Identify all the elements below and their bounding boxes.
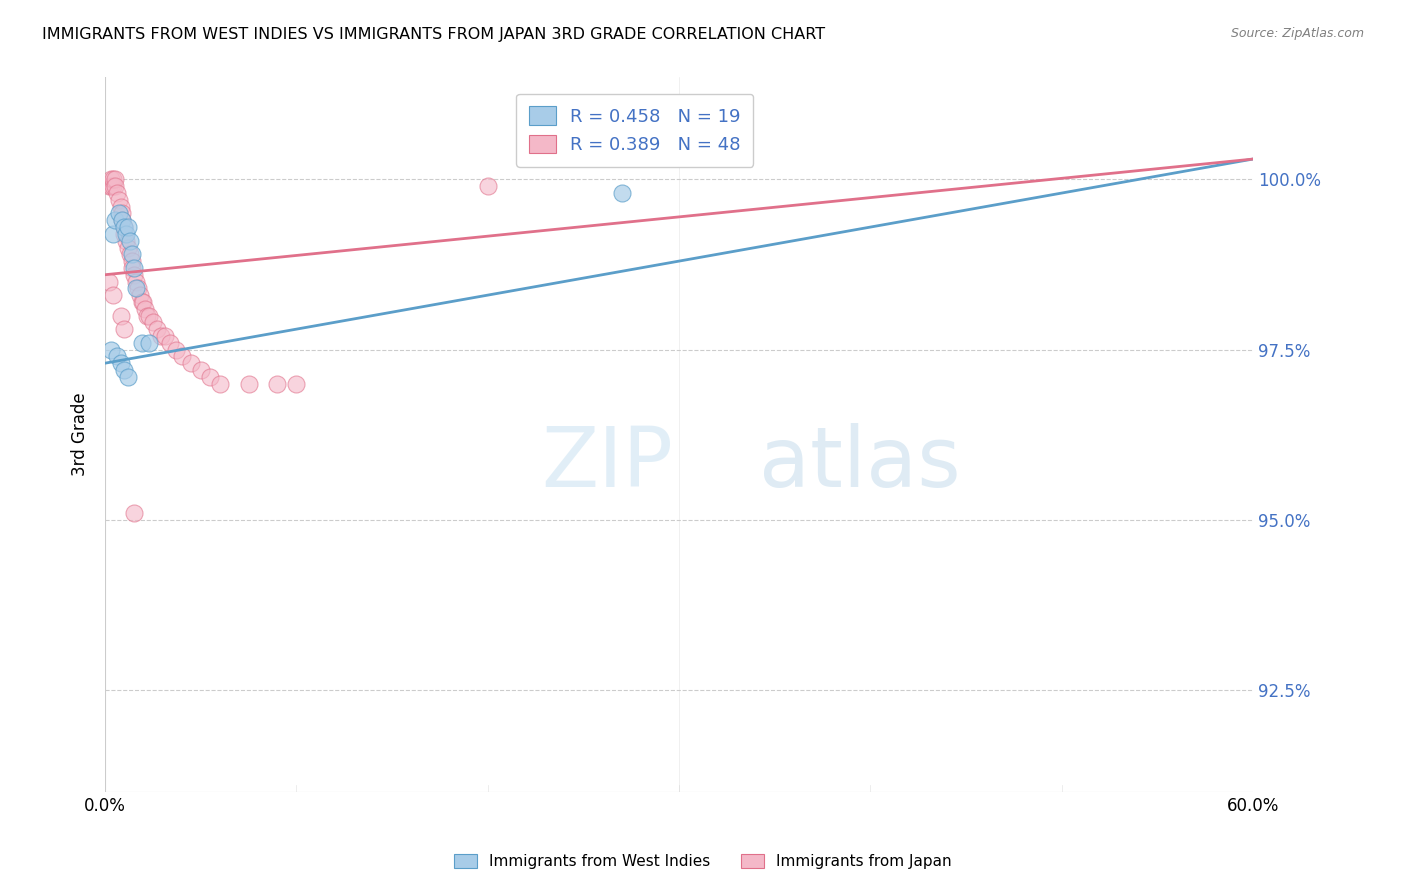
Point xyxy=(121,260,143,275)
Point xyxy=(110,356,132,370)
Point xyxy=(142,315,165,329)
Point xyxy=(115,234,138,248)
Point xyxy=(136,309,159,323)
Point xyxy=(115,227,138,241)
Point xyxy=(610,186,633,200)
Text: atlas: atlas xyxy=(759,423,962,504)
Point xyxy=(112,220,135,235)
Y-axis label: 3rd Grade: 3rd Grade xyxy=(72,392,89,476)
Point xyxy=(165,343,187,357)
Point xyxy=(146,322,169,336)
Text: Source: ZipAtlas.com: Source: ZipAtlas.com xyxy=(1230,27,1364,40)
Point xyxy=(138,335,160,350)
Point xyxy=(111,213,134,227)
Point xyxy=(149,329,172,343)
Point xyxy=(180,356,202,370)
Point xyxy=(131,335,153,350)
Point xyxy=(107,206,129,220)
Point xyxy=(285,376,308,391)
Point xyxy=(104,213,127,227)
Point xyxy=(153,329,176,343)
Point xyxy=(125,281,148,295)
Point xyxy=(112,220,135,235)
Text: IMMIGRANTS FROM WEST INDIES VS IMMIGRANTS FROM JAPAN 3RD GRADE CORRELATION CHART: IMMIGRANTS FROM WEST INDIES VS IMMIGRANT… xyxy=(42,27,825,42)
Point xyxy=(105,186,128,200)
Point xyxy=(117,240,139,254)
Point xyxy=(111,206,134,220)
Point xyxy=(134,301,156,316)
Point xyxy=(101,227,124,241)
Point xyxy=(111,213,134,227)
Point xyxy=(101,179,124,194)
Point xyxy=(122,268,145,282)
Point xyxy=(104,172,127,186)
Point xyxy=(117,369,139,384)
Point xyxy=(120,247,142,261)
Point xyxy=(208,376,231,391)
Point xyxy=(110,309,132,323)
Point xyxy=(110,200,132,214)
Point xyxy=(100,343,122,357)
Point xyxy=(127,281,149,295)
Point xyxy=(105,349,128,363)
Point xyxy=(200,369,222,384)
Point xyxy=(125,275,148,289)
Point xyxy=(98,179,121,194)
Point xyxy=(266,376,288,391)
Point xyxy=(98,275,121,289)
Point xyxy=(101,288,124,302)
Point xyxy=(190,363,212,377)
Point xyxy=(121,254,143,268)
Point xyxy=(100,179,122,194)
Point xyxy=(477,179,499,194)
Point xyxy=(138,309,160,323)
Point xyxy=(170,349,193,363)
Point xyxy=(128,288,150,302)
Point xyxy=(122,506,145,520)
Point xyxy=(101,172,124,186)
Point xyxy=(159,335,181,350)
Point xyxy=(121,247,143,261)
Text: ZIP: ZIP xyxy=(541,423,673,504)
Point xyxy=(132,294,155,309)
Point xyxy=(122,260,145,275)
Point xyxy=(238,376,260,391)
Point xyxy=(117,220,139,235)
Point xyxy=(112,363,135,377)
Point xyxy=(120,234,142,248)
Point xyxy=(112,322,135,336)
Point xyxy=(104,179,127,194)
Point xyxy=(107,193,129,207)
Point xyxy=(131,294,153,309)
Point xyxy=(100,172,122,186)
Legend: R = 0.458   N = 19, R = 0.389   N = 48: R = 0.458 N = 19, R = 0.389 N = 48 xyxy=(516,94,754,167)
Point xyxy=(112,227,135,241)
Legend: Immigrants from West Indies, Immigrants from Japan: Immigrants from West Indies, Immigrants … xyxy=(449,848,957,875)
